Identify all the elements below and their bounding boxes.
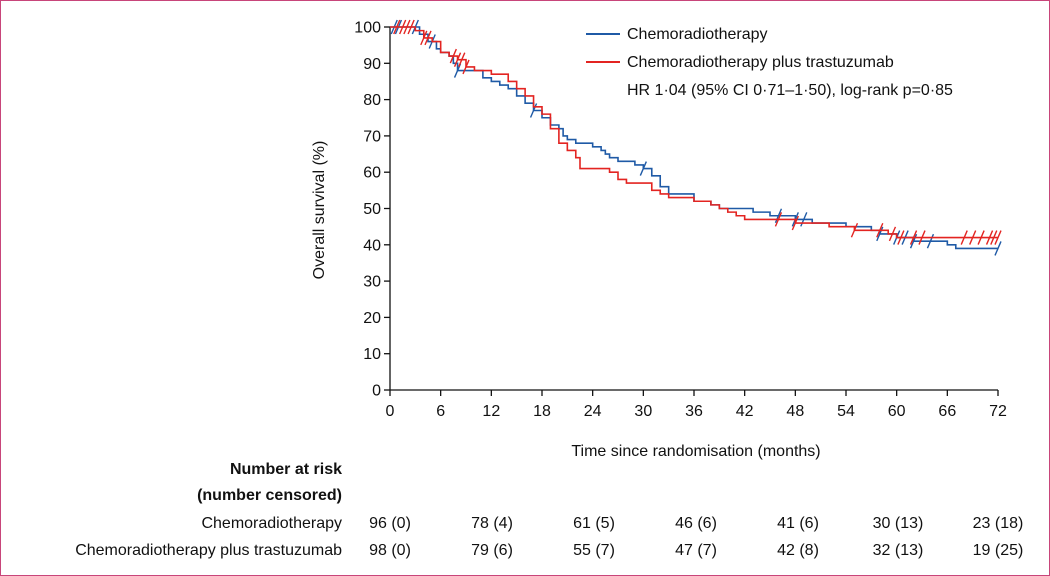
survival-curves: [390, 19, 1002, 256]
censor-mark-trastuzumab: [791, 215, 799, 231]
censor-mark-chemoradiotherapy: [774, 208, 783, 224]
y-tick-label: 40: [363, 237, 381, 254]
risk-row-label-chemoradiotherapy: Chemoradiotherapy: [201, 515, 342, 532]
y-tick-label: 90: [363, 56, 381, 73]
censor-mark-trastuzumab: [990, 230, 998, 245]
risk-values: 96 (0) 78 (4) 61 (5) 46 (6) 41 (6) 30 (13) 23 …: [369, 515, 1023, 559]
risk-cell: 98 (0): [369, 542, 411, 559]
censor-mark-trastuzumab: [897, 230, 905, 245]
censor-mark-chemoradiotherapy: [800, 212, 808, 227]
x-tick-label: 42: [736, 403, 754, 420]
curve-trastuzumab: [390, 26, 998, 239]
hazard-ratio-annotation: HR 1·04 (95% CI 0·71–1·50), log-rank p=0…: [627, 82, 953, 99]
censor-mark-chemoradiotherapy: [639, 161, 647, 176]
x-axis-label: Time since randomisation (months): [571, 443, 820, 460]
censor-mark-trastuzumab: [850, 223, 859, 238]
censor-mark-trastuzumab: [909, 230, 918, 245]
y-axis-label: Overall survival (%): [311, 141, 328, 280]
y-tick-label: 10: [363, 346, 381, 363]
risk-cell: 23 (18): [973, 515, 1024, 532]
censor-mark-trastuzumab: [918, 230, 926, 245]
censor-mark-trastuzumab: [969, 230, 977, 245]
x-tick-label: 0: [386, 403, 395, 420]
censor-mark-trastuzumab: [424, 30, 432, 46]
risk-cell: 19 (25): [973, 542, 1024, 559]
x-tick-label: 6: [436, 403, 445, 420]
legend: Chemoradiotherapy Chemoradiotherapy plus…: [586, 26, 953, 99]
risk-cell: 78 (4): [471, 515, 513, 532]
y-tick-label: 100: [354, 20, 381, 37]
censor-mark-trastuzumab: [994, 230, 1002, 245]
censor-mark-trastuzumab: [876, 223, 884, 238]
x-tick-label: 18: [533, 403, 551, 420]
y-tick-label: 80: [363, 92, 381, 109]
censor-mark-trastuzumab: [420, 30, 428, 46]
y-tick-label: 50: [363, 201, 381, 218]
risk-table: Number at risk (number censored) Chemora…: [75, 461, 1023, 559]
censor-mark-chemoradiotherapy: [529, 103, 538, 118]
censor-mark-trastuzumab: [774, 212, 783, 227]
y-tick-label: 70: [363, 128, 381, 145]
censor-mark-chemoradiotherapy: [876, 226, 884, 242]
y-axis: 0 10 20 30 40 50 60 70 80 90 100: [354, 20, 391, 400]
legend-label-chemoradiotherapy: Chemoradiotherapy: [627, 26, 768, 43]
risk-cell: 32 (13): [873, 542, 924, 559]
censor-mark-trastuzumab: [399, 19, 407, 35]
legend-label-trastuzumab: Chemoradiotherapy plus trastuzumab: [627, 54, 894, 71]
y-tick-label: 20: [363, 310, 381, 327]
censor-mark-chemoradiotherapy: [994, 241, 1002, 256]
risk-row-label-trastuzumab: Chemoradiotherapy plus trastuzumab: [75, 542, 342, 559]
x-tick-label: 72: [989, 403, 1007, 420]
risk-cell: 42 (8): [777, 542, 819, 559]
risk-table-subtitle: (number censored): [197, 487, 342, 504]
censor-mark-trastuzumab: [407, 19, 415, 35]
censor-mark-chemoradiotherapy: [926, 233, 935, 249]
censor-mark-trastuzumab: [453, 52, 462, 67]
censor-mark-trastuzumab: [449, 48, 457, 64]
x-tick-label: 30: [634, 403, 652, 420]
censor-mark-trastuzumab: [462, 59, 470, 75]
risk-cell: 79 (6): [471, 542, 513, 559]
x-tick-label: 54: [837, 403, 855, 420]
risk-cell: 47 (7): [675, 542, 717, 559]
censor-mark-trastuzumab: [458, 52, 466, 67]
curve-chemoradiotherapy: [390, 26, 998, 250]
x-tick-label: 36: [685, 403, 703, 420]
censor-mark-trastuzumab: [393, 19, 401, 35]
censor-mark-trastuzumab: [888, 226, 897, 242]
y-tick-label: 0: [372, 383, 381, 400]
risk-cell: 46 (6): [675, 515, 717, 532]
x-tick-label: 48: [786, 403, 804, 420]
x-tick-label: 60: [888, 403, 906, 420]
censor-mark-trastuzumab: [977, 230, 985, 245]
censor-mark-trastuzumab: [403, 19, 411, 35]
censor-mark-trastuzumab: [960, 230, 968, 245]
x-tick-label: 24: [584, 403, 602, 420]
censor-mark-chemoradiotherapy: [909, 233, 918, 249]
x-tick-label: 66: [938, 403, 956, 420]
y-tick-label: 60: [363, 165, 381, 182]
risk-cell: 96 (0): [369, 515, 411, 532]
risk-cell: 55 (7): [573, 542, 615, 559]
x-axis: 0 6 12 18 24 30 36 42 48 54 60 66 72: [386, 389, 1007, 420]
y-tick-label: 30: [363, 274, 381, 291]
x-tick-label: 12: [482, 403, 500, 420]
risk-table-title: Number at risk: [230, 461, 342, 478]
censor-mark-trastuzumab: [985, 230, 994, 245]
risk-cell: 30 (13): [873, 515, 924, 532]
risk-cell: 41 (6): [777, 515, 819, 532]
risk-cell: 61 (5): [573, 515, 615, 532]
